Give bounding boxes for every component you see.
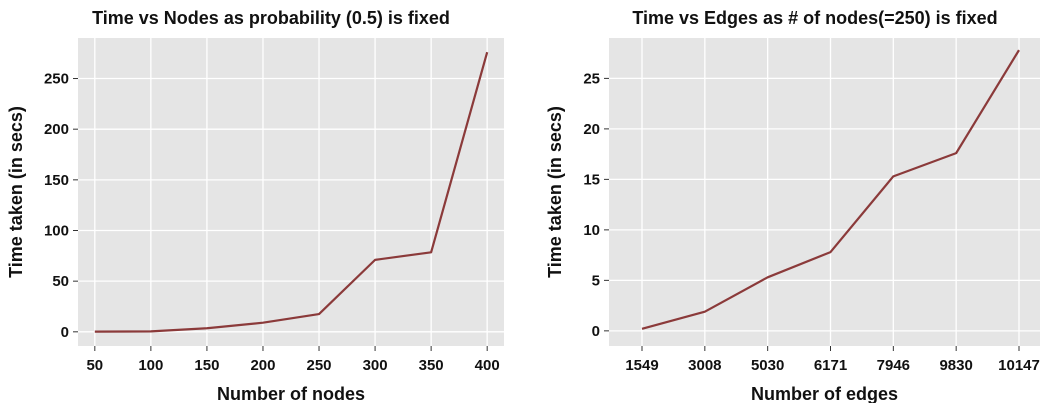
x-tick-label: 250: [307, 357, 332, 374]
plot-area: [609, 38, 1040, 346]
x-tick-label: 3008: [688, 357, 721, 374]
x-tick-label: 10147: [998, 357, 1040, 374]
y-tick-label: 100: [44, 223, 69, 240]
y-tick-label: 200: [44, 121, 69, 138]
y-tick-label: 5: [592, 272, 600, 289]
y-tick-label: 250: [44, 71, 69, 88]
y-tick-label: 25: [583, 70, 600, 87]
y-tick-label: 20: [583, 121, 600, 138]
chart-time-vs-nodes: Time vs Nodes as probability (0.5) is fi…: [6, 8, 504, 403]
y-tick-label: 0: [592, 323, 600, 340]
y-tick-label: 150: [44, 172, 69, 189]
y-axis-label: Time taken (in secs): [545, 106, 565, 278]
x-tick-label: 5030: [751, 357, 784, 374]
x-tick-label: 50: [86, 357, 103, 374]
chart-svg-time-vs-nodes: Time vs Nodes as probability (0.5) is fi…: [6, 8, 504, 403]
x-tick-label: 7946: [877, 357, 910, 374]
y-tick-label: 50: [52, 273, 69, 290]
x-tick-label: 9830: [939, 357, 972, 374]
x-tick-label: 1549: [625, 357, 658, 374]
y-tick-label: 10: [583, 222, 600, 239]
x-tick-label: 400: [475, 357, 500, 374]
x-tick-label: 350: [419, 357, 444, 374]
y-axis-label: Time taken (in secs): [6, 106, 26, 278]
x-axis-label: Number of edges: [751, 384, 898, 403]
chart-svg-time-vs-edges: Time vs Edges as # of nodes(=250) is fix…: [545, 8, 1040, 403]
chart-time-vs-edges: Time vs Edges as # of nodes(=250) is fix…: [529, 0, 1058, 403]
series-line: [641, 49, 1020, 330]
chart-title: Time vs Edges as # of nodes(=250) is fix…: [632, 8, 997, 28]
x-tick-label: 300: [363, 357, 388, 374]
y-tick-label: 0: [61, 324, 69, 341]
x-tick-label: 100: [138, 357, 163, 374]
x-tick-label: 200: [250, 357, 275, 374]
x-axis-label: Number of nodes: [217, 384, 365, 403]
series-line: [94, 51, 489, 333]
plot-area: [78, 38, 504, 346]
y-tick-label: 15: [583, 171, 600, 188]
chart-title: Time vs Nodes as probability (0.5) is fi…: [92, 8, 450, 28]
x-tick-label: 6171: [814, 357, 847, 374]
x-tick-label: 150: [194, 357, 219, 374]
